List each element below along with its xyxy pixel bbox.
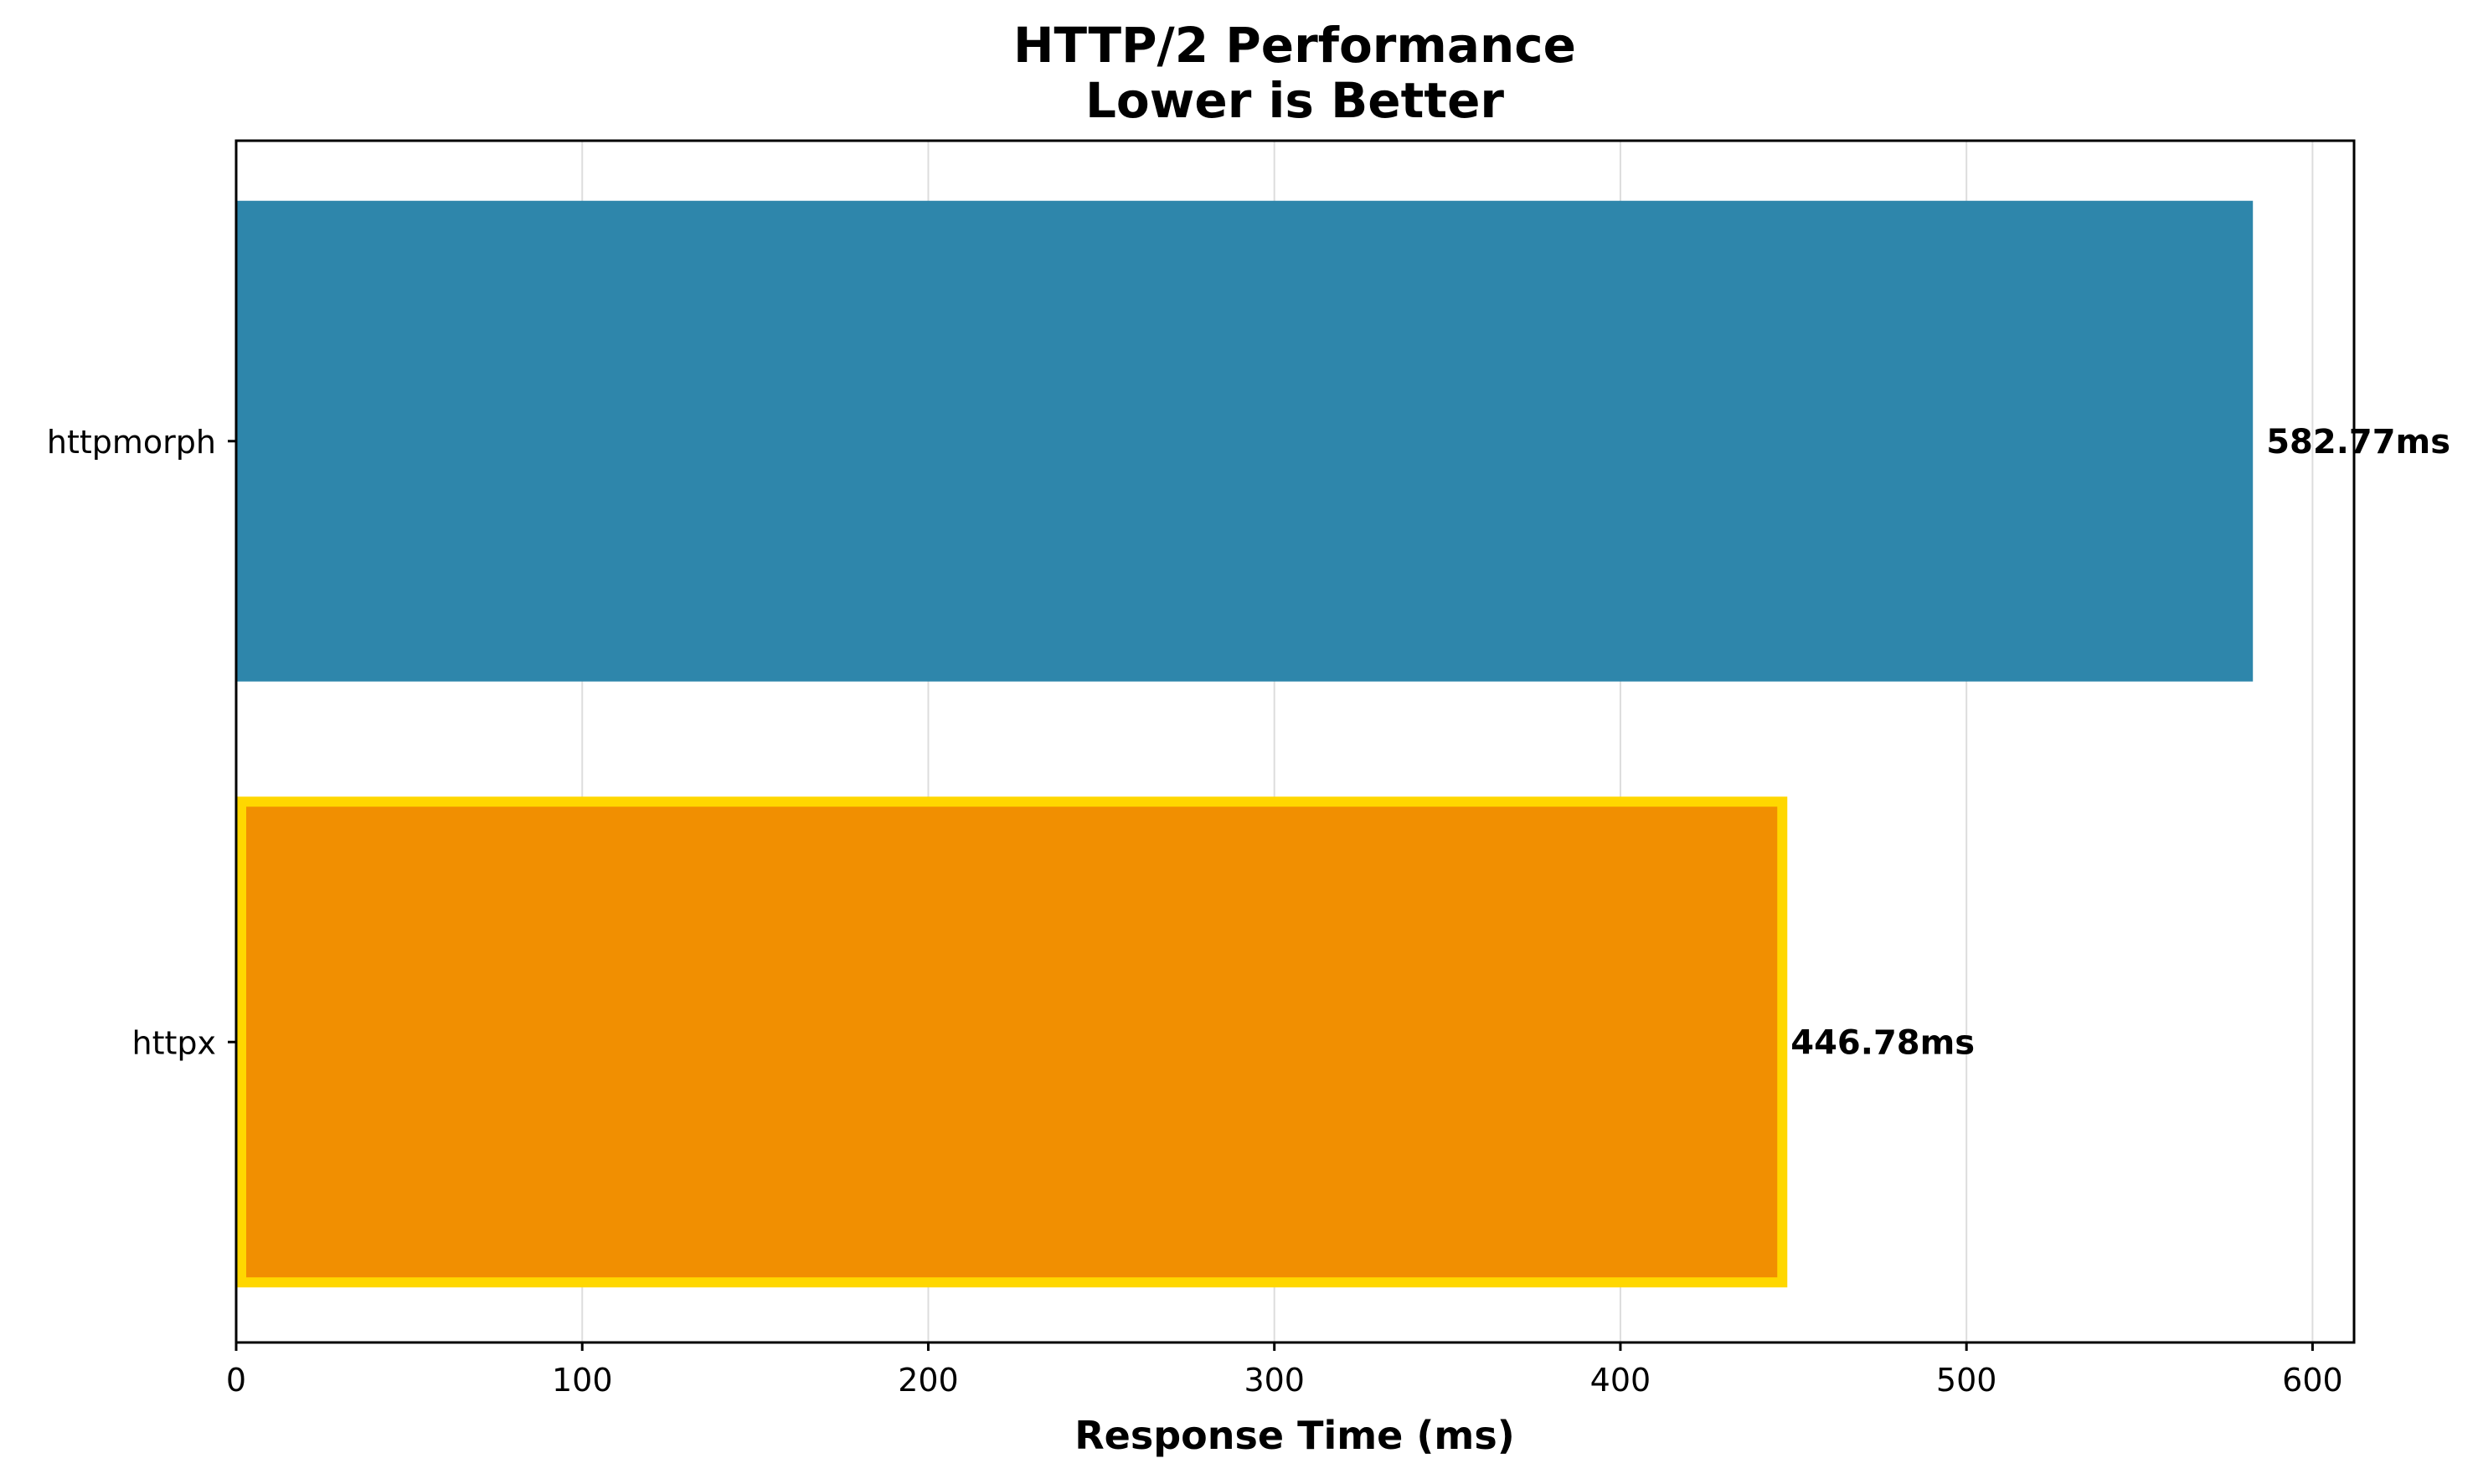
plot-frame: [234, 139, 2356, 1344]
bars: [236, 200, 2254, 1288]
x-tick-label-600: 600: [2282, 1362, 2343, 1399]
x-axis-label: Response Time (ms): [1074, 1413, 1515, 1458]
bar-httpx: [236, 796, 1788, 1288]
x-tick-label-0: 0: [226, 1362, 246, 1399]
x-tick-label-400: 400: [1590, 1362, 1651, 1399]
value-label-httpx: 446.78ms: [1790, 1023, 1975, 1062]
value-labels: 582.77ms 446.78ms: [1790, 423, 2450, 1063]
x-tick-label-200: 200: [898, 1362, 959, 1399]
x-tick-label-500: 500: [1936, 1362, 1997, 1399]
chart-title: HTTP/2 Performance: [1013, 17, 1576, 74]
x-tick-label-100: 100: [552, 1362, 613, 1399]
bar-httpmorph: [236, 200, 2254, 682]
chart-subtitle: Lower is Better: [1085, 72, 1504, 129]
y-tick-label-httpmorph: httpmorph: [47, 424, 216, 461]
x-axis-ticks: 0 100 200 300 400 500 600: [226, 1342, 2343, 1399]
value-label-httpmorph: 582.77ms: [2266, 423, 2450, 461]
x-tick-label-300: 300: [1244, 1362, 1305, 1399]
y-axis-ticks: httpmorph httpx: [47, 424, 236, 1061]
y-tick-label-httpx: httpx: [132, 1024, 217, 1061]
